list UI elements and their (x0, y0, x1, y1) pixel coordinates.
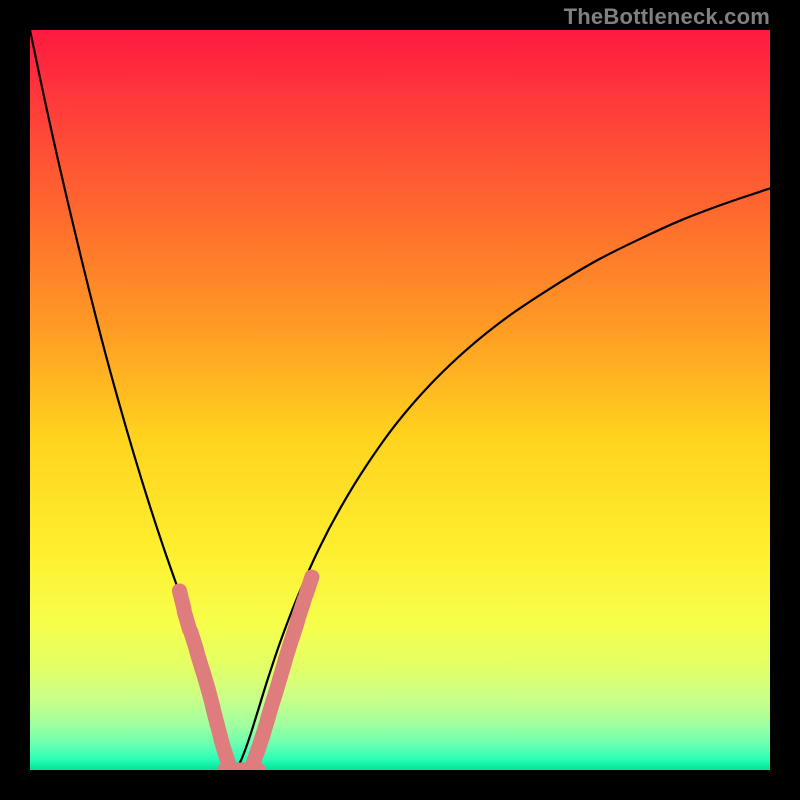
attribution-label: TheBottleneck.com (564, 4, 770, 30)
chart-svg (30, 30, 770, 770)
plot-area (30, 30, 770, 770)
chart-frame: TheBottleneck.com (0, 0, 800, 800)
gradient-background (30, 30, 770, 770)
